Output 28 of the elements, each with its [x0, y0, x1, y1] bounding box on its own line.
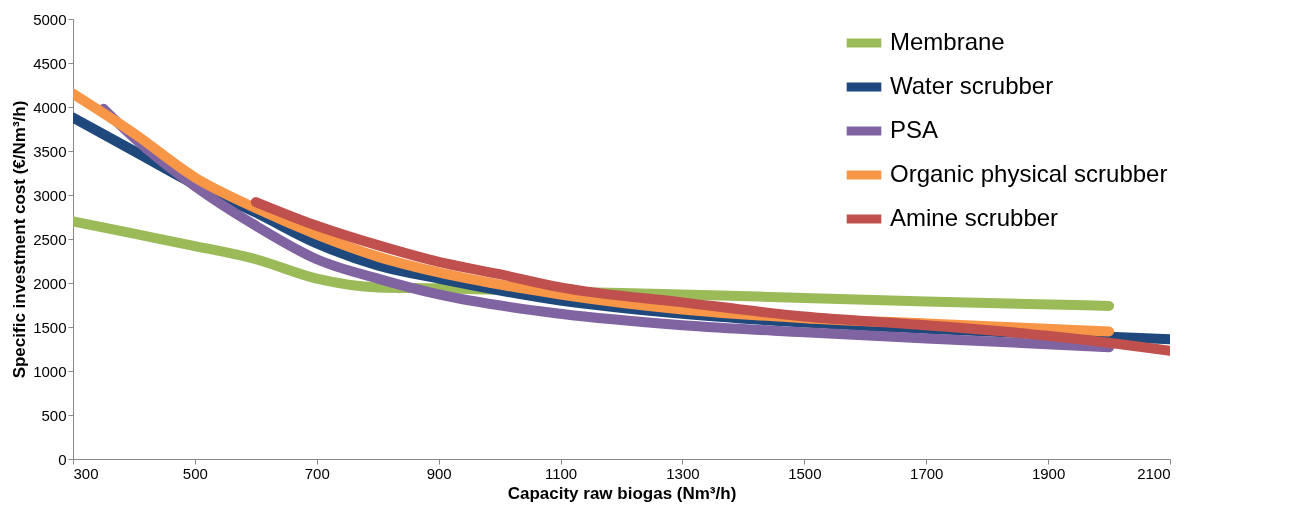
legend-label: Organic physical scrubber — [890, 160, 1168, 187]
legend-label: PSA — [890, 116, 939, 143]
y-axis-title: Specific investment cost (€/Nm³/h) — [10, 100, 30, 379]
x-tick-label: 1700 — [910, 464, 944, 482]
y-tick-label: 1000 — [33, 362, 67, 380]
x-tick-label: 1500 — [788, 464, 822, 482]
x-tick-label: 900 — [426, 464, 452, 482]
x-tick-label: 300 — [73, 464, 99, 482]
x-axis-title: Capacity raw biogas (Nm³/h) — [507, 483, 737, 503]
x-tick-label: 2100 — [1137, 464, 1171, 482]
y-tick-label: 0 — [58, 450, 67, 468]
x-tick-label: 1300 — [666, 464, 700, 482]
y-tick-label: 5000 — [33, 10, 67, 28]
legend-label: Membrane — [890, 28, 1005, 55]
y-tick-label: 2000 — [33, 274, 67, 292]
y-tick-label: 3000 — [33, 186, 67, 204]
y-tick-label: 1500 — [33, 318, 67, 336]
y-tick-label: 500 — [41, 406, 67, 424]
y-tick-label: 4000 — [33, 98, 67, 116]
legend-label: Amine scrubber — [890, 204, 1059, 231]
y-tick-label: 4500 — [33, 54, 67, 72]
legend-label: Water scrubber — [890, 72, 1054, 99]
y-tick-label: 2500 — [33, 230, 67, 248]
x-tick-label: 700 — [304, 464, 330, 482]
y-tick-label: 3500 — [33, 142, 67, 160]
x-tick-label: 1100 — [544, 464, 578, 482]
x-tick-label: 1900 — [1031, 464, 1066, 482]
x-tick-label: 500 — [182, 464, 208, 482]
